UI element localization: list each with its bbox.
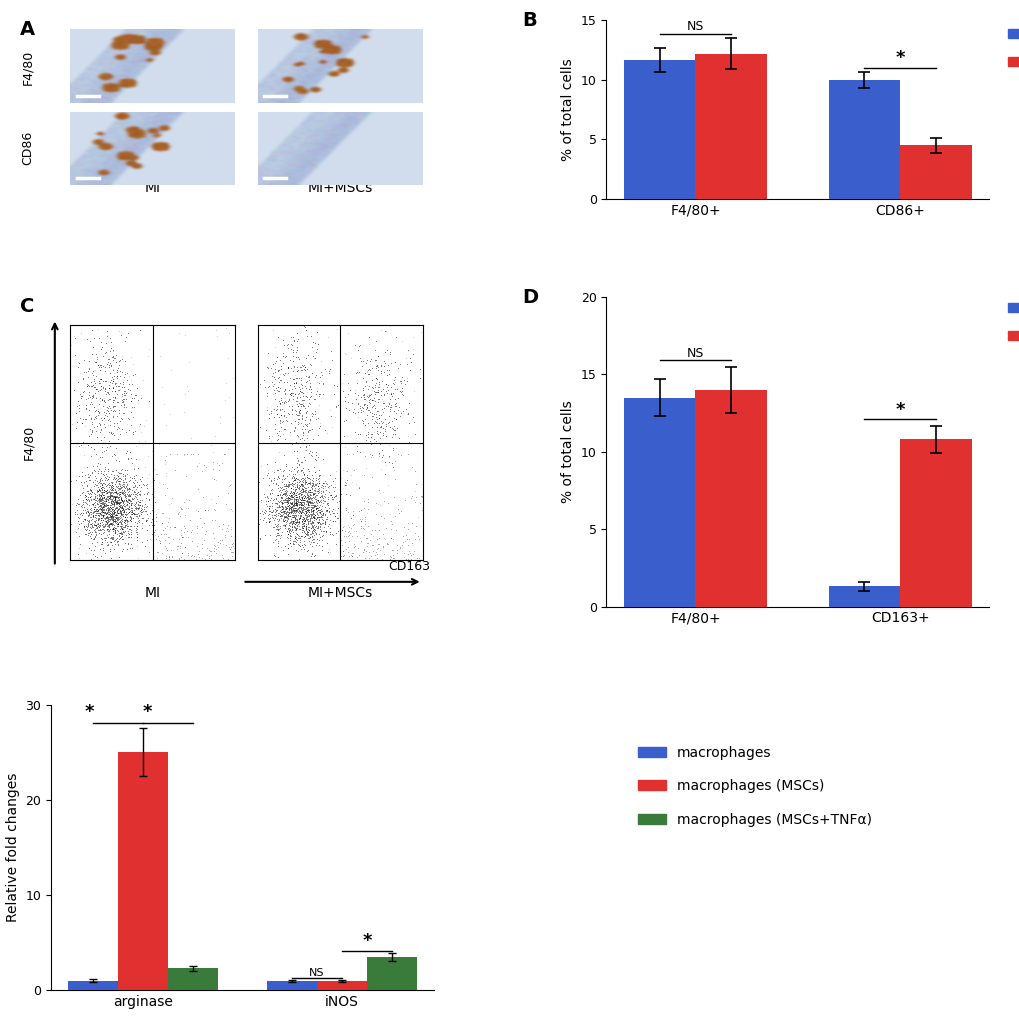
Text: *: * xyxy=(362,932,371,951)
Text: NS: NS xyxy=(309,968,325,978)
Bar xyxy=(624,397,695,606)
Bar xyxy=(168,969,217,990)
Text: D: D xyxy=(522,288,538,306)
Text: *: * xyxy=(85,702,94,721)
Text: NS: NS xyxy=(686,20,703,33)
Bar xyxy=(367,957,416,990)
Text: NS: NS xyxy=(686,347,703,359)
Text: F4/80: F4/80 xyxy=(21,50,35,86)
Bar xyxy=(827,586,900,606)
Bar xyxy=(695,390,766,606)
Text: *: * xyxy=(142,702,152,721)
Text: C: C xyxy=(20,297,35,317)
Text: F4/80: F4/80 xyxy=(22,425,36,460)
Bar xyxy=(317,981,367,990)
Text: CD163: CD163 xyxy=(388,560,430,573)
Text: *: * xyxy=(895,49,904,67)
Legend: macrophages, macrophages (MSCs), macrophages (MSCs+TNFα): macrophages, macrophages (MSCs), macroph… xyxy=(632,740,876,832)
Text: MI+MSCs: MI+MSCs xyxy=(308,586,372,600)
Bar xyxy=(900,145,971,199)
Text: B: B xyxy=(522,11,536,31)
Bar xyxy=(695,54,766,199)
Bar xyxy=(624,59,695,199)
Text: *: * xyxy=(895,400,904,419)
Bar xyxy=(118,752,168,990)
Y-axis label: % of total cells: % of total cells xyxy=(560,400,575,503)
Bar xyxy=(68,981,118,990)
Text: MI+MSCs: MI+MSCs xyxy=(308,182,372,195)
Bar xyxy=(827,80,900,199)
Text: A: A xyxy=(20,20,36,40)
Bar xyxy=(267,981,317,990)
Text: MI: MI xyxy=(145,586,160,600)
Legend: MI, MI+MSCs: MI, MI+MSCs xyxy=(1003,23,1019,75)
Text: MI: MI xyxy=(145,182,160,195)
Legend: MI, MI+MSCs: MI, MI+MSCs xyxy=(1003,297,1019,348)
Text: CD86: CD86 xyxy=(21,131,35,165)
Y-axis label: % of total cells: % of total cells xyxy=(560,58,575,161)
Y-axis label: Relative fold changes: Relative fold changes xyxy=(6,773,19,922)
Bar xyxy=(900,439,971,606)
